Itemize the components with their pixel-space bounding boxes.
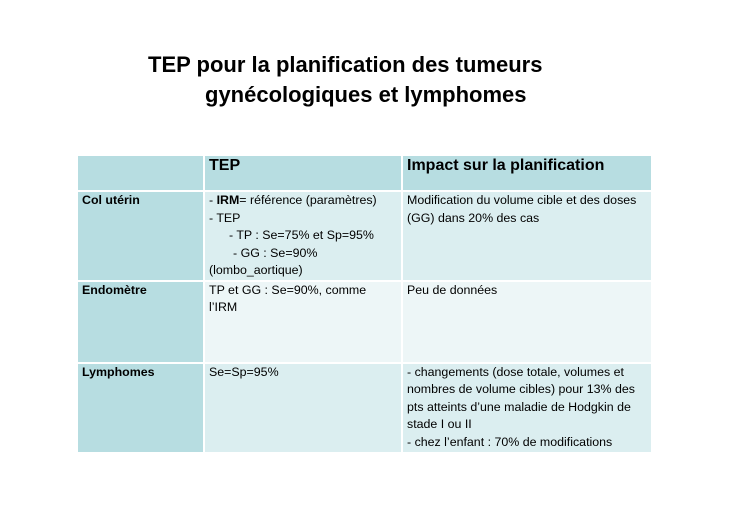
row-label: Col utérin [76,190,205,282]
tep-line: - IRM= référence (paramètres) [209,193,397,210]
impact-cell: - changements (dose totale, volumes et n… [401,361,653,454]
impact-paragraph: - changements (dose totale, volumes et n… [407,364,635,432]
row-label: Endomètre [76,279,205,364]
header-cell-impact: Impact sur la planification [401,154,653,192]
irm-description: = référence (paramètres) [239,193,377,207]
planning-table: TEP Impact sur la planification Col utér… [76,154,653,454]
tep-line: (lombo_aortique) [209,263,303,277]
tep-line: - TEP [209,210,241,225]
row-label: Lymphomes [76,361,205,454]
tep-line: - TP : Se=75% et Sp=95% [229,228,374,242]
impact-paragraph: - chez l’enfant : 70% de modifications [407,434,613,449]
table-row-lymphomes: Lymphomes Se=Sp=95% - changements (dose … [76,361,653,454]
slide-title: TEP pour la planification des tumeurs gy… [148,50,708,110]
tep-cell: TP et GG : Se=90%, comme l’IRM [203,279,403,364]
header-cell-empty [76,154,205,192]
tep-line: - GG : Se=90% [233,245,318,260]
tep-prefix: - [209,193,217,207]
impact-cell: Peu de données [401,279,653,364]
table-row-col-uterin: Col utérin - IRM= référence (paramètres)… [76,190,653,282]
slide-title-line-1: TEP pour la planification des tumeurs [148,52,543,77]
irm-label: IRM [216,193,240,207]
table-header-row: TEP Impact sur la planification [76,154,653,192]
tep-cell: Se=Sp=95% [203,361,403,454]
tep-cell: - IRM= référence (paramètres) - TEP - TP… [203,190,403,282]
impact-cell: Modification du volume cible et des dose… [401,190,653,282]
table-row-endometre: Endomètre TP et GG : Se=90%, comme l’IRM… [76,279,653,364]
header-cell-tep: TEP [203,154,403,192]
slide-title-line-2: gynécologiques et lymphomes [205,82,527,107]
